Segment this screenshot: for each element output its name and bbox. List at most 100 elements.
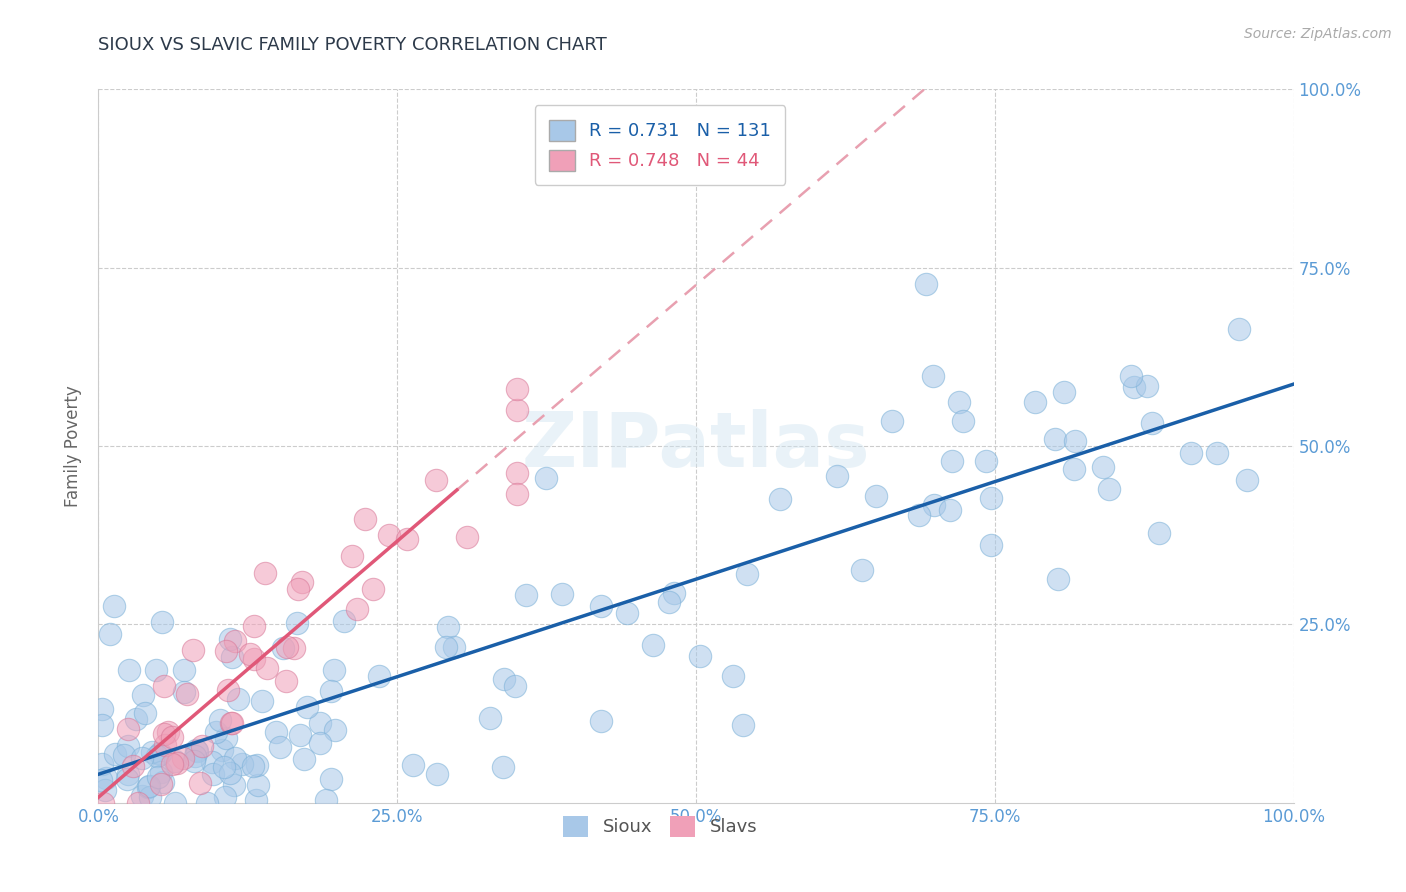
Point xyxy=(163,754,186,768)
Point xyxy=(436,620,458,634)
Point xyxy=(117,766,139,780)
Point xyxy=(209,713,232,727)
Point xyxy=(153,727,176,741)
Point xyxy=(1047,572,1070,586)
Point xyxy=(191,739,214,753)
Point xyxy=(150,776,173,790)
Point xyxy=(103,599,125,614)
Y-axis label: Family Poverty: Family Poverty xyxy=(65,385,83,507)
Point xyxy=(506,466,529,480)
Point xyxy=(319,684,342,698)
Point xyxy=(183,754,205,768)
Point xyxy=(948,395,970,409)
Text: Source: ZipAtlas.com: Source: ZipAtlas.com xyxy=(1244,27,1392,41)
Point xyxy=(274,674,297,689)
Point xyxy=(204,725,226,739)
Point xyxy=(425,474,447,488)
Point xyxy=(319,772,342,787)
Point xyxy=(921,369,943,384)
Point xyxy=(723,669,745,683)
Point xyxy=(534,471,557,485)
Point xyxy=(506,383,529,397)
Point xyxy=(378,527,401,541)
Point xyxy=(1119,368,1142,383)
Point xyxy=(851,563,873,577)
Point xyxy=(825,469,848,483)
Point xyxy=(1024,395,1046,409)
Point xyxy=(456,530,478,544)
Point xyxy=(478,711,501,725)
Point xyxy=(443,640,465,654)
Point xyxy=(254,566,277,581)
Point xyxy=(915,277,938,291)
Point xyxy=(215,731,238,745)
Point xyxy=(138,780,160,794)
Point xyxy=(246,758,269,772)
Point xyxy=(149,765,172,780)
Point xyxy=(160,731,183,745)
Point xyxy=(402,757,425,772)
Point xyxy=(131,789,153,804)
Point xyxy=(132,688,155,702)
Point xyxy=(297,700,319,714)
Point xyxy=(218,765,240,780)
Point xyxy=(221,649,243,664)
Point xyxy=(315,793,337,807)
Point xyxy=(323,663,346,677)
Point xyxy=(291,575,314,590)
Point xyxy=(492,760,515,774)
Point xyxy=(515,588,537,602)
Point xyxy=(367,669,389,683)
Point xyxy=(1136,379,1159,393)
Point xyxy=(689,648,711,663)
Point xyxy=(211,743,233,757)
Point xyxy=(941,454,963,468)
Point xyxy=(922,498,945,512)
Point xyxy=(160,756,183,771)
Point xyxy=(217,683,239,698)
Point xyxy=(952,414,974,428)
Point xyxy=(1180,446,1202,460)
Point xyxy=(239,647,262,661)
Point xyxy=(243,619,266,633)
Point xyxy=(1064,434,1087,449)
Point xyxy=(172,751,194,765)
Point xyxy=(114,747,136,762)
Text: ZIPatlas: ZIPatlas xyxy=(522,409,870,483)
Point xyxy=(346,601,368,615)
Point xyxy=(231,756,253,771)
Point xyxy=(91,796,114,810)
Point xyxy=(173,663,195,677)
Point xyxy=(323,723,346,737)
Point xyxy=(173,685,195,699)
Point xyxy=(880,414,903,428)
Point xyxy=(91,718,114,732)
Point xyxy=(283,640,305,655)
Point xyxy=(503,679,526,693)
Point xyxy=(1236,473,1258,487)
Point xyxy=(641,638,664,652)
Point xyxy=(152,775,174,789)
Point xyxy=(104,747,127,761)
Point xyxy=(980,491,1002,505)
Point xyxy=(181,642,204,657)
Point xyxy=(224,778,246,792)
Point xyxy=(145,663,167,677)
Point xyxy=(1091,460,1114,475)
Point xyxy=(176,687,198,701)
Point xyxy=(242,759,264,773)
Point xyxy=(363,582,385,597)
Point xyxy=(117,723,139,737)
Point xyxy=(141,745,163,759)
Point xyxy=(589,714,612,729)
Point xyxy=(150,615,173,629)
Point xyxy=(1043,432,1066,446)
Point xyxy=(492,672,515,686)
Point xyxy=(90,773,112,788)
Point xyxy=(333,614,356,628)
Point xyxy=(94,771,117,785)
Point xyxy=(212,760,235,774)
Point xyxy=(1205,446,1227,460)
Point xyxy=(1063,462,1085,476)
Point xyxy=(256,661,278,675)
